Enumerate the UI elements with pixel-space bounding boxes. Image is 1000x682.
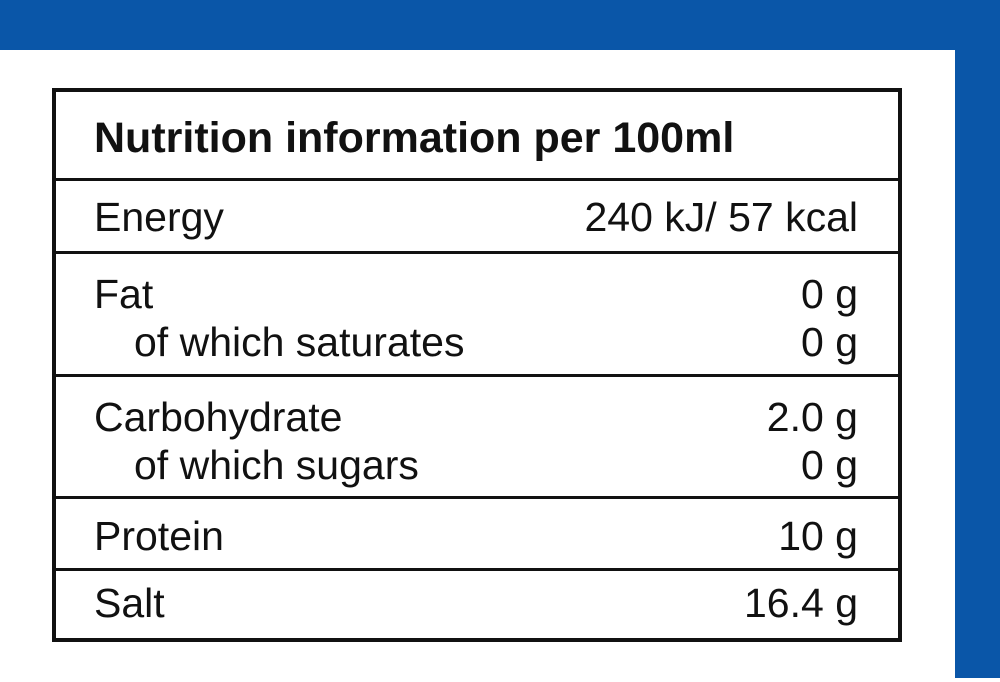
- sugars-label: of which sugars: [134, 442, 419, 488]
- nutrition-title: Nutrition information per 100ml: [94, 114, 735, 162]
- carbohydrate-row: Carbohydrate 2.0 g of which sugars 0 g: [56, 377, 898, 499]
- protein-value: 10 g: [778, 513, 858, 559]
- protein-row: Protein 10 g: [56, 499, 898, 571]
- carbohydrate-label: Carbohydrate: [94, 394, 343, 440]
- fat-row: Fat 0 g of which saturates 0 g: [56, 254, 898, 377]
- nutrition-label: Nutrition information per 100ml Energy 2…: [52, 88, 902, 642]
- right-blue-band: [955, 0, 1000, 678]
- saturates-value: 0 g: [801, 319, 858, 365]
- energy-value: 240 kJ/ 57 kcal: [584, 194, 859, 240]
- energy-row: Energy 240 kJ/ 57 kcal: [56, 181, 898, 254]
- salt-label: Salt: [94, 580, 165, 626]
- energy-label: Energy: [94, 194, 224, 240]
- salt-value: 16.4 g: [744, 580, 858, 626]
- protein-label: Protein: [94, 513, 224, 559]
- saturates-label: of which saturates: [134, 319, 465, 365]
- fat-label: Fat: [94, 271, 154, 317]
- sugars-value: 0 g: [801, 442, 858, 488]
- fat-value: 0 g: [801, 271, 858, 317]
- title-row: Nutrition information per 100ml: [56, 92, 898, 181]
- carbohydrate-value: 2.0 g: [766, 394, 858, 440]
- top-blue-band: [0, 0, 1000, 50]
- salt-row: Salt 16.4 g: [56, 571, 898, 638]
